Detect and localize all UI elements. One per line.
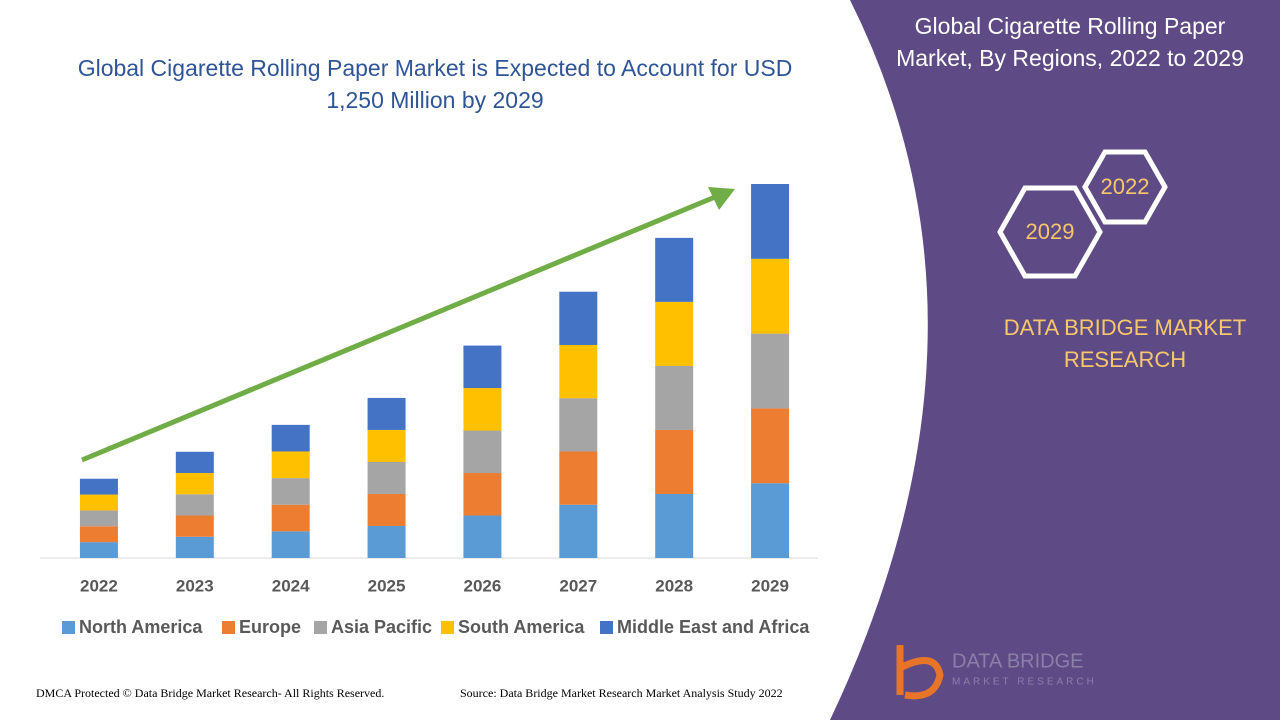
bar-segment — [463, 388, 502, 431]
bar-segment — [655, 493, 694, 558]
legend-swatch — [441, 621, 454, 634]
bar-segment — [463, 515, 502, 558]
legend-label: South America — [458, 617, 585, 637]
chart-title: Global Cigarette Rolling Paper Market is… — [77, 55, 793, 113]
bar-segment — [559, 291, 598, 345]
bar-segment — [79, 478, 118, 495]
x-tick-label: 2027 — [559, 576, 597, 595]
bar-segment — [751, 333, 790, 409]
copyright: DMCA Protected © Data Bridge Market Rese… — [36, 686, 385, 700]
x-tick-label: 2029 — [751, 576, 789, 595]
x-tick-label: 2024 — [272, 576, 310, 595]
bar-segment — [271, 451, 310, 479]
hexagon — [997, 185, 1103, 279]
x-tick-label: 2022 — [80, 576, 118, 595]
bar-segment — [271, 478, 310, 505]
bar-segment — [175, 473, 214, 495]
bar-segment — [79, 526, 118, 543]
bar-segment — [175, 536, 214, 558]
bar-segment — [271, 424, 310, 452]
bar-segment — [559, 504, 598, 558]
logo-tagline: MARKET RESEARCH — [952, 677, 1097, 688]
bar-segment — [367, 397, 406, 430]
panel-title: Global Cigarette Rolling Paper Market, B… — [896, 13, 1244, 71]
logo-name: DATA BRIDGE — [952, 650, 1084, 672]
bar-segment — [175, 451, 214, 474]
bar-segment — [655, 429, 694, 494]
hexagon-label: 2022 — [1101, 174, 1150, 199]
bar-segment — [463, 345, 502, 389]
bar-segment — [271, 504, 310, 532]
bar-segment — [751, 184, 790, 259]
x-tick-label: 2023 — [176, 576, 214, 595]
bar-segment — [559, 451, 598, 505]
legend-label: Asia Pacific — [331, 617, 432, 637]
bar-segment — [655, 237, 694, 302]
side-panel — [830, 0, 1280, 720]
bar-segment — [751, 408, 790, 484]
bar-segment — [79, 542, 118, 558]
trend-arrow — [81, 194, 716, 463]
bar-segment — [559, 398, 598, 452]
bar-segment — [655, 301, 694, 366]
arrow-head — [708, 187, 735, 210]
legend-swatch — [314, 621, 327, 634]
bar-segment — [463, 430, 502, 474]
bar-segment — [175, 515, 214, 537]
bar-segment — [367, 461, 406, 494]
bar-segment — [367, 525, 406, 558]
legend-label: Europe — [239, 617, 301, 637]
bar-segment — [559, 344, 598, 399]
legend-swatch — [600, 621, 613, 634]
bar-segment — [367, 493, 406, 526]
brand: DATA BRIDGE MARKET RESEARCH — [1003, 315, 1247, 372]
bar-segment — [751, 483, 790, 558]
bar-segment — [367, 429, 406, 462]
bar-segment — [271, 531, 310, 558]
bar-segment — [463, 473, 502, 516]
legend-label: North America — [79, 617, 203, 637]
bar-segment — [79, 510, 118, 527]
legend-label: Middle East and Africa — [617, 617, 810, 637]
bar-segment — [655, 365, 694, 430]
x-tick-label: 2025 — [368, 576, 406, 595]
logo-icon — [896, 645, 944, 700]
x-tick-label: 2028 — [655, 576, 693, 595]
legend-swatch — [62, 621, 75, 634]
bar-segment — [751, 258, 790, 334]
x-tick-label: 2026 — [464, 576, 502, 595]
legend-swatch — [222, 621, 235, 634]
source: Source: Data Bridge Market Research Mark… — [460, 686, 783, 700]
hexagon — [1082, 149, 1168, 225]
bar-segment — [79, 494, 118, 511]
hexagon-label: 2029 — [1026, 219, 1075, 244]
bar-segment — [175, 494, 214, 516]
